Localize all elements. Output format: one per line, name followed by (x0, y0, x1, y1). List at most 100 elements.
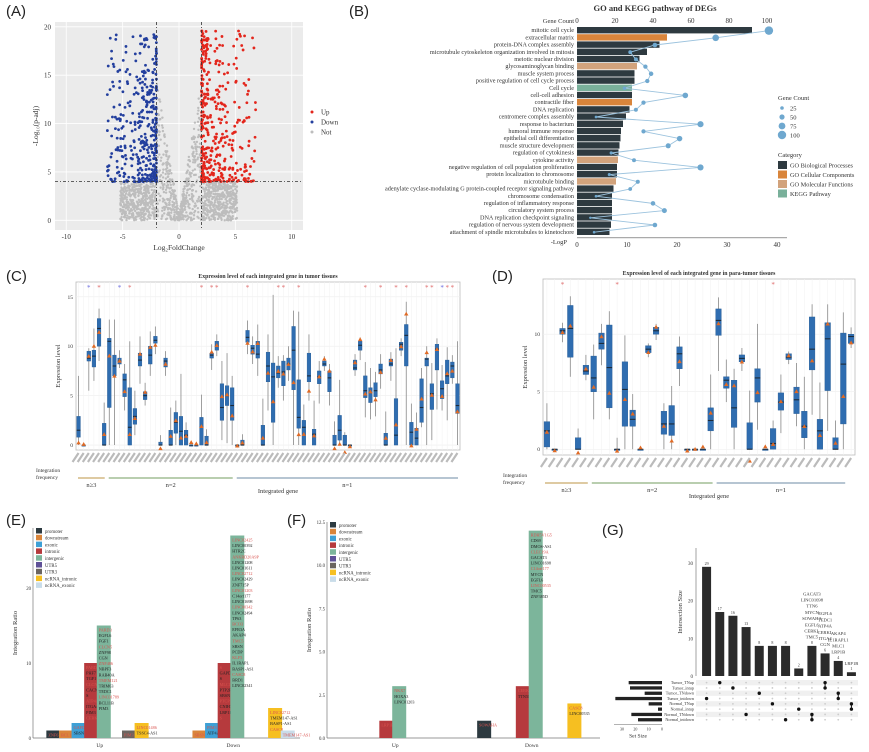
point-not (203, 195, 206, 199)
x-tick-label (711, 457, 720, 468)
point-down (150, 168, 154, 172)
point-not (198, 163, 202, 166)
point-not (222, 193, 226, 196)
mean-marker (306, 388, 312, 393)
point-down (120, 126, 124, 130)
gene-count-point (697, 164, 704, 171)
gene-count-point (764, 26, 774, 35)
mean-marker (189, 440, 194, 444)
point-down (152, 153, 156, 157)
point-not (120, 197, 123, 201)
point-up (202, 92, 206, 96)
matrix-row-band (696, 701, 858, 707)
bar-ncRNA_intronic (567, 703, 582, 738)
gene-count-point (594, 194, 598, 198)
x-tick-label (633, 457, 642, 468)
point-not (204, 213, 207, 216)
x-tick-label (383, 452, 392, 463)
point-not (191, 200, 195, 203)
point-not (153, 217, 156, 221)
x-tick-label (255, 452, 264, 463)
point-not (225, 218, 229, 221)
legend-label: ncRNA_exonic (339, 578, 369, 583)
point-not (206, 211, 209, 214)
point-not (125, 198, 129, 201)
y-tick-label: 0 (537, 447, 540, 453)
point-up (229, 155, 233, 158)
point-up (228, 173, 232, 177)
legend-category-label: KEGG Pathway (790, 191, 832, 198)
x-tick-label (117, 452, 126, 463)
point-not (139, 183, 142, 186)
mean-marker (439, 394, 445, 398)
point-down (130, 149, 133, 152)
point-not (196, 158, 199, 161)
matrix-row-band (696, 711, 858, 718)
panel-label-g: (G) (602, 522, 624, 539)
mean-marker (327, 368, 332, 373)
mean-marker (286, 362, 291, 366)
matrix-dot-empty (784, 702, 787, 705)
point-down (111, 115, 114, 119)
point-not (197, 97, 200, 100)
x-tick-label (368, 452, 377, 463)
x-tick-label (204, 452, 213, 463)
category-label: epithelial cell differentiation (504, 135, 574, 142)
point-not (225, 201, 228, 204)
point-down (130, 129, 134, 133)
bar (577, 27, 752, 34)
intersection-bar (741, 627, 751, 676)
x-tick-label (179, 452, 187, 463)
point-up (216, 102, 220, 106)
gene-label: TEDC1 (99, 689, 112, 694)
gene-label: ZNF486 (99, 661, 113, 666)
gene-label: CASC8 (569, 705, 582, 710)
point-not (135, 184, 139, 187)
point-down (106, 174, 110, 178)
mean-marker (137, 351, 143, 356)
matrix-dot-empty (797, 718, 800, 721)
gene-count-point (652, 42, 658, 48)
point-not (160, 156, 163, 159)
point-down (148, 88, 152, 92)
legend-swatch (36, 534, 42, 541)
point-not (224, 209, 227, 212)
intersection-gene-label: CERKL (818, 630, 833, 635)
point-not (200, 212, 203, 215)
point-not (172, 195, 175, 198)
matrix-dot-empty (850, 681, 853, 684)
point-not (198, 146, 201, 149)
point-not (168, 163, 171, 166)
matrix-dot-filled (823, 686, 827, 690)
point-not (203, 200, 207, 203)
mean-marker (414, 426, 419, 431)
x-tick-label (81, 452, 90, 463)
point-not (232, 205, 235, 209)
x-tick-label (230, 452, 239, 463)
matrix-dot-empty (837, 681, 840, 684)
matrix-dot-empty (771, 681, 774, 684)
matrix-dot-empty (745, 697, 747, 700)
point-not (152, 199, 155, 202)
gene-label: PARD3B (86, 665, 102, 670)
point-not (215, 197, 218, 200)
point-up (215, 107, 218, 111)
point-up (231, 139, 235, 142)
point-down (128, 104, 132, 108)
matrix-dot-empty (824, 692, 826, 695)
point-not (132, 207, 136, 211)
point-up (216, 93, 219, 96)
point-not (172, 193, 176, 196)
bar-intronic (84, 663, 99, 738)
top-tick-label: 80 (726, 17, 734, 25)
mean-marker (112, 373, 117, 378)
point-up (207, 57, 211, 61)
point-not (165, 184, 168, 188)
point-not (224, 205, 228, 208)
x-tick-label (302, 452, 310, 463)
mean-marker (786, 353, 791, 358)
point-not (229, 199, 232, 202)
x-tick-label (168, 452, 177, 463)
mean-marker (763, 444, 768, 449)
bottom-tick-label: 30 (724, 241, 732, 249)
